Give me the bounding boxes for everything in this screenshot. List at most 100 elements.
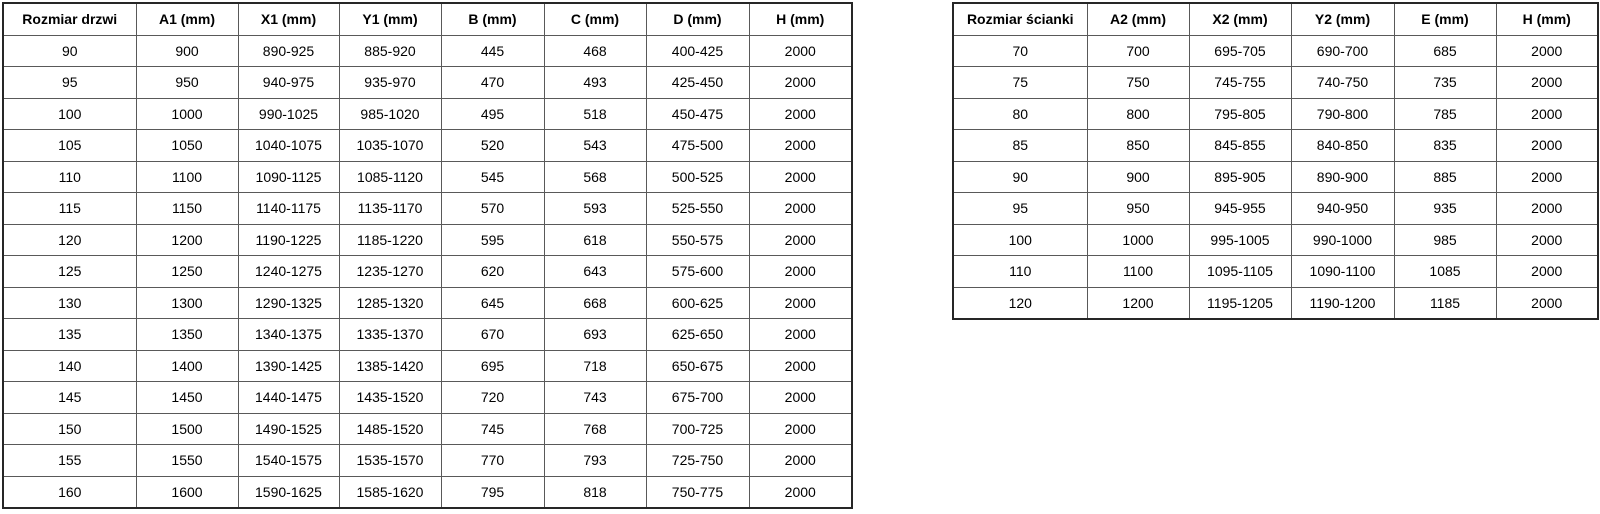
table-cell: 685 — [1393, 34, 1497, 67]
table-cell: 120 — [952, 286, 1088, 320]
table-cell: 725-750 — [645, 444, 750, 477]
table-cell: 940-975 — [237, 66, 340, 99]
table-cell: 1235-1270 — [338, 255, 442, 288]
table-cell: 2000 — [748, 412, 853, 445]
table-cell: 2000 — [748, 223, 853, 256]
table-cell: 70 — [952, 34, 1088, 67]
table-cell: 95 — [952, 192, 1088, 225]
table-cell: 793 — [543, 444, 647, 477]
table-cell: 100 — [2, 97, 137, 130]
table-cell: 900 — [135, 34, 239, 67]
table-cell: 890-900 — [1290, 160, 1395, 193]
table-cell: 643 — [543, 255, 647, 288]
table-cell: 470 — [440, 66, 545, 99]
table-cell: 1240-1275 — [237, 255, 340, 288]
table-cell: 105 — [2, 129, 137, 162]
table-cell: 525-550 — [645, 192, 750, 225]
table-cell: 745 — [440, 412, 545, 445]
table-cell: 2000 — [748, 160, 853, 193]
table-cell: 895-905 — [1188, 160, 1292, 193]
table-cell: 450-475 — [645, 97, 750, 130]
table-cell: 1140-1175 — [237, 192, 340, 225]
table-cell: 1085-1120 — [338, 160, 442, 193]
table-cell: 990-1000 — [1290, 223, 1395, 256]
table-cell: 885-920 — [338, 34, 442, 67]
table-cell: 1085 — [1393, 255, 1497, 288]
table-cell: 890-925 — [237, 34, 340, 67]
column-header: B (mm) — [440, 2, 545, 36]
table-cell: 110 — [952, 255, 1088, 288]
table-cell: 543 — [543, 129, 647, 162]
table-cell: 1590-1625 — [237, 475, 340, 509]
table-cell: 2000 — [748, 444, 853, 477]
table-row: 75 750 745-755 740-750 735 2000 — [952, 66, 1599, 99]
table-row: 150 1500 1490-1525 1485-1520 745 768 700-725 20… — [2, 412, 853, 445]
table-row: 120 1200 1195-1205 1190-1200 1185 2000 — [952, 286, 1599, 320]
table-cell: 2000 — [1495, 129, 1599, 162]
table-cell: 95 — [2, 66, 137, 99]
table-cell: 850 — [1086, 129, 1190, 162]
table-cell: 2000 — [1495, 34, 1599, 67]
table-row: 90 900 895-905 890-900 885 2000 — [952, 160, 1599, 193]
table-cell: 115 — [2, 192, 137, 225]
table-cell: 1000 — [1086, 223, 1190, 256]
table-cell: 700-725 — [645, 412, 750, 445]
table-cell: 675-700 — [645, 381, 750, 414]
table-row: 80 800 795-805 790-800 785 2000 — [952, 97, 1599, 130]
table-cell: 790-800 — [1290, 97, 1395, 130]
table-cell: 1535-1570 — [338, 444, 442, 477]
table-cell: 2000 — [748, 129, 853, 162]
table-cell: 550-575 — [645, 223, 750, 256]
table-cell: 2000 — [1495, 66, 1599, 99]
table-cell: 135 — [2, 318, 137, 351]
table-row: 90 900 890-925 885-920 445 468 400-425 2000 — [2, 34, 853, 67]
table-cell: 125 — [2, 255, 137, 288]
table-cell: 145 — [2, 381, 137, 414]
table-row: 105 1050 1040-1075 1035-1070 520 543 475-500 20… — [2, 129, 853, 162]
table-row: 95 950 945-955 940-950 935 2000 — [952, 192, 1599, 225]
table-cell: 2000 — [748, 475, 853, 509]
table-cell: 1285-1320 — [338, 286, 442, 319]
table-cell: 740-750 — [1290, 66, 1395, 99]
table-cell: 735 — [1393, 66, 1497, 99]
table-cell: 2000 — [1495, 255, 1599, 288]
table-cell: 743 — [543, 381, 647, 414]
table-cell: 1035-1070 — [338, 129, 442, 162]
column-header: C (mm) — [543, 2, 647, 36]
table-cell: 1500 — [135, 412, 239, 445]
table-cell: 1540-1575 — [237, 444, 340, 477]
table-cell: 1450 — [135, 381, 239, 414]
table-cell: 690-700 — [1290, 34, 1395, 67]
table-cell: 2000 — [748, 66, 853, 99]
table-cell: 1095-1105 — [1188, 255, 1292, 288]
column-header: H (mm) — [1495, 2, 1599, 36]
table-cell: 1190-1225 — [237, 223, 340, 256]
table-cell: 1250 — [135, 255, 239, 288]
table-cell: 2000 — [748, 192, 853, 225]
table-cell: 2000 — [748, 318, 853, 351]
table-cell: 620 — [440, 255, 545, 288]
table-cell: 618 — [543, 223, 647, 256]
table-cell: 750 — [1086, 66, 1190, 99]
table-cell: 845-855 — [1188, 129, 1292, 162]
table-cell: 720 — [440, 381, 545, 414]
table-cell: 600-625 — [645, 286, 750, 319]
table-cell: 1195-1205 — [1188, 286, 1292, 320]
table-cell: 1135-1170 — [338, 192, 442, 225]
table-cell: 1340-1375 — [237, 318, 340, 351]
table-cell: 835 — [1393, 129, 1497, 162]
table-cell: 693 — [543, 318, 647, 351]
table-cell: 495 — [440, 97, 545, 130]
table-cell: 935 — [1393, 192, 1497, 225]
table-cell: 2000 — [1495, 97, 1599, 130]
table-cell: 625-650 — [645, 318, 750, 351]
table-cell: 2000 — [1495, 286, 1599, 320]
table-cell: 950 — [135, 66, 239, 99]
table-row: 100 1000 995-1005 990-1000 985 2000 — [952, 223, 1599, 256]
table-cell: 2000 — [748, 97, 853, 130]
table-cell: 475-500 — [645, 129, 750, 162]
table-cell: 795 — [440, 475, 545, 509]
table-cell: 518 — [543, 97, 647, 130]
column-header: Y1 (mm) — [338, 2, 442, 36]
table-cell: 768 — [543, 412, 647, 445]
